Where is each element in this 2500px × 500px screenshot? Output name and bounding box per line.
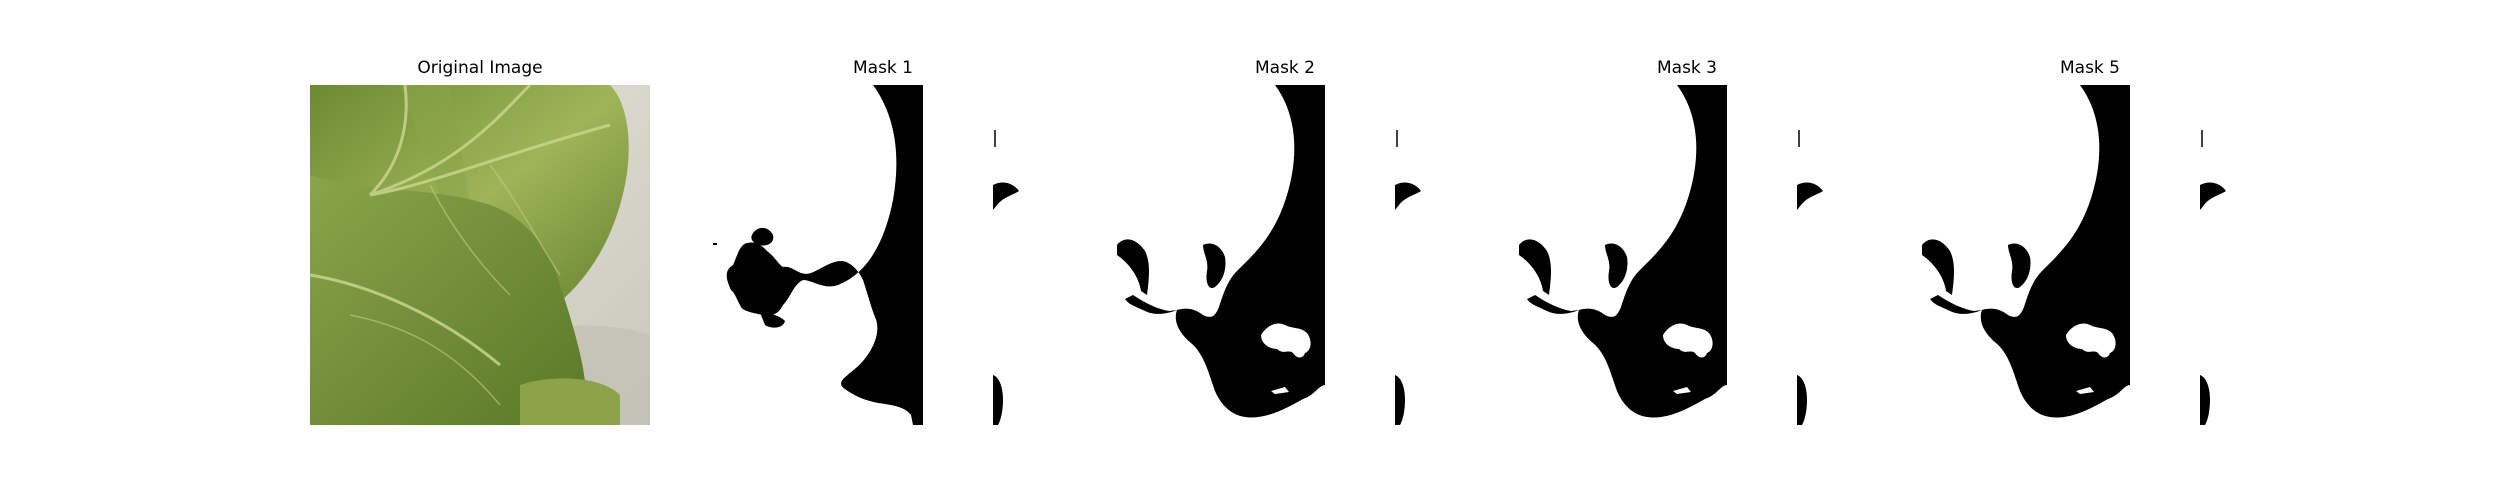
panel-mask-3: Mask 3 [1517,55,1857,435]
panel-mask-2: Mask 2 [1115,55,1455,435]
mask-5-image [1920,85,2260,425]
panel-title: Mask 5 [2059,58,2120,78]
mask-1-image [713,85,1053,425]
mask-2-image [1115,85,1455,425]
panel-title: Mask 2 [1254,58,1315,78]
panel-title: Original Image [417,58,543,78]
panel-title: Mask 1 [852,58,913,78]
panel-mask-1: Mask 1 [713,55,1053,435]
panel-title: Mask 3 [1656,58,1717,78]
original-leaf-photo [310,85,650,425]
mask-3-image [1517,85,1857,425]
panel-mask-5: Mask 5 [1920,55,2260,435]
panel-original-image: Original Image [310,55,650,435]
